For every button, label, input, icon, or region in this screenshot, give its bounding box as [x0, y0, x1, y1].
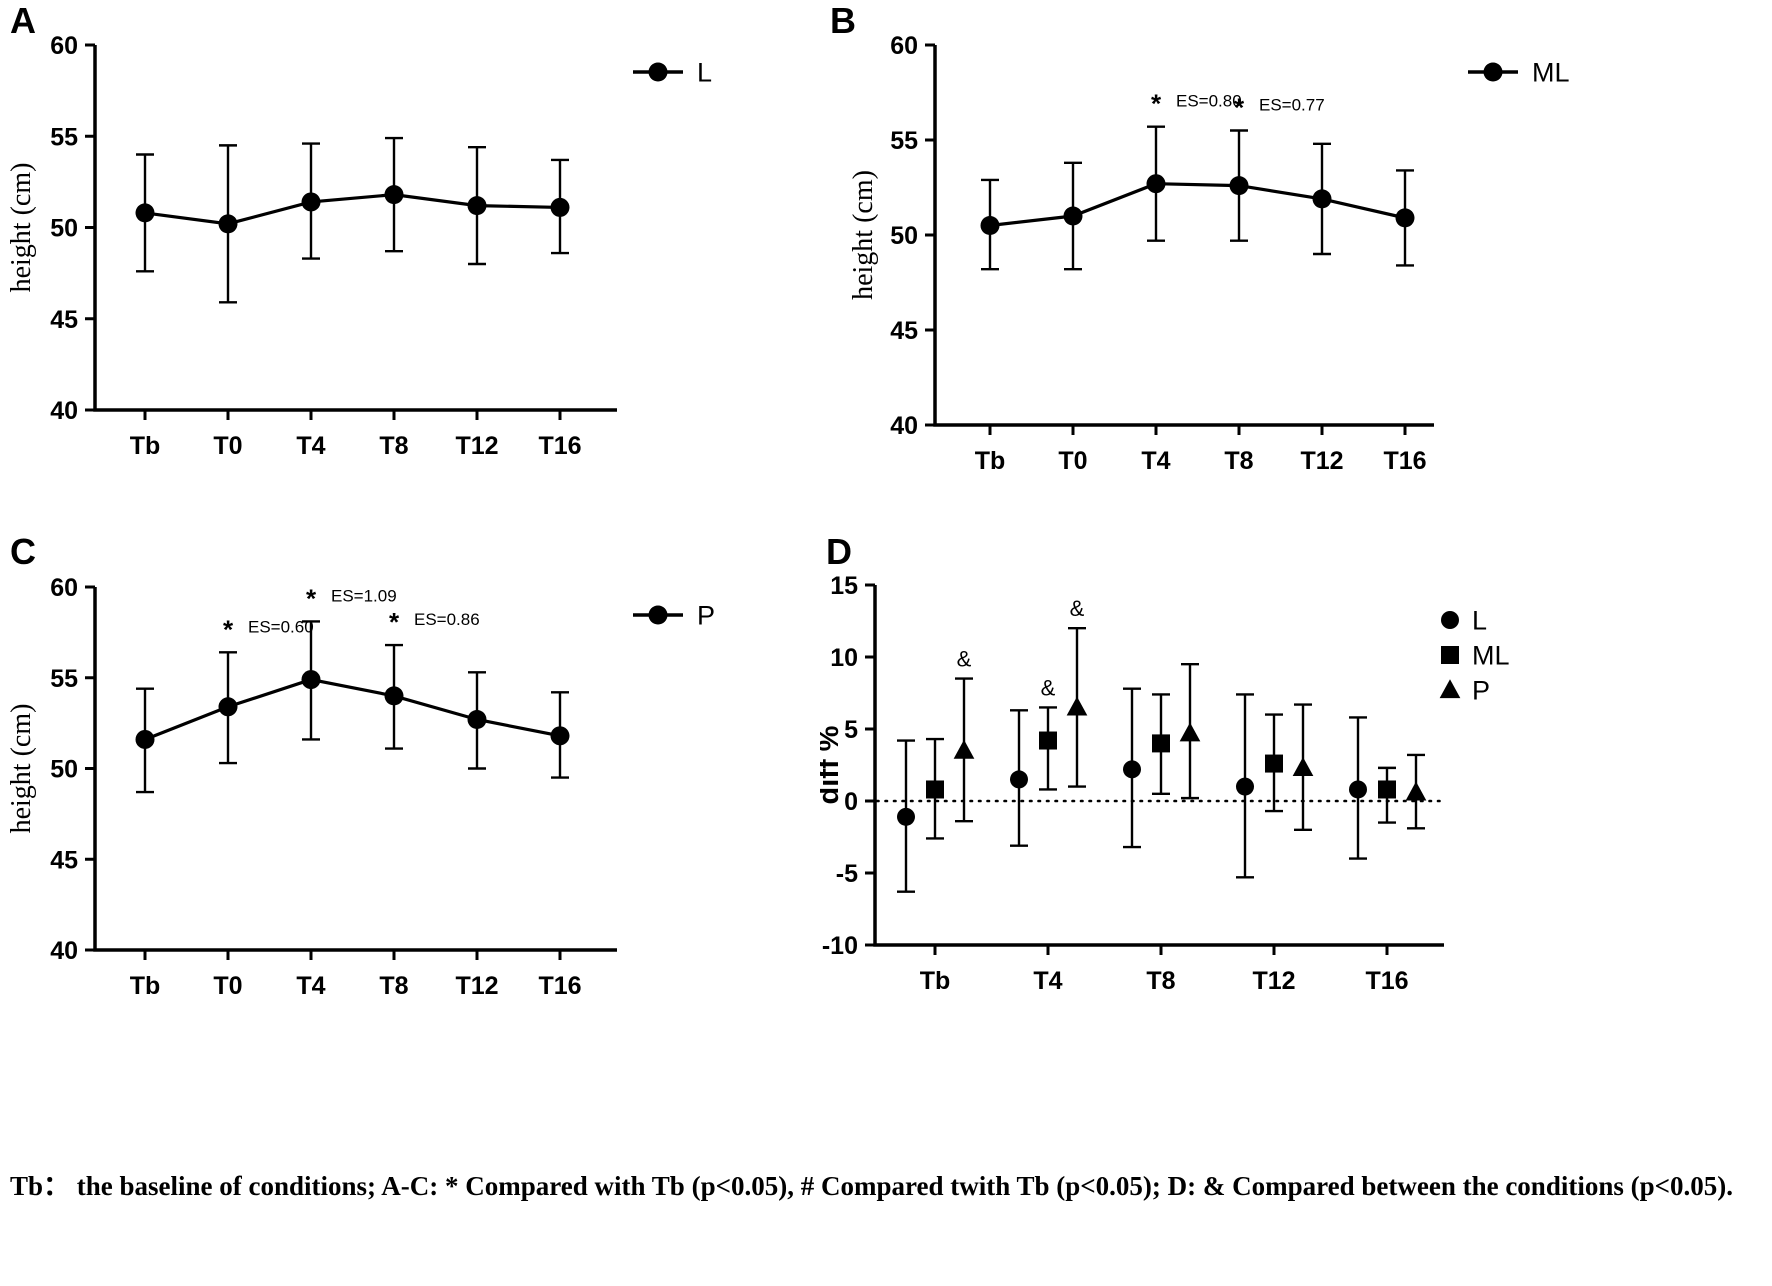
svg-text:45: 45 [50, 306, 78, 334]
svg-text:&: & [1041, 675, 1056, 700]
svg-text:*: * [1151, 89, 1162, 119]
svg-text:*: * [389, 607, 400, 637]
svg-text:15: 15 [830, 572, 858, 600]
svg-text:T8: T8 [379, 972, 408, 1000]
svg-text:P: P [1472, 676, 1490, 706]
svg-text:T16: T16 [538, 972, 581, 1000]
panel-d-label: D [826, 531, 852, 572]
svg-text:T8: T8 [379, 432, 408, 460]
svg-text:Tb: Tb [130, 432, 161, 460]
svg-text:40: 40 [890, 412, 918, 440]
svg-text:T16: T16 [1365, 967, 1408, 995]
svg-text:*: * [306, 583, 317, 613]
svg-text:Tb: Tb [975, 447, 1006, 475]
svg-text:&: & [957, 647, 972, 672]
svg-text:60: 60 [890, 32, 918, 60]
figure-caption: Tb： the baseline of conditions; A-C: * C… [10, 1171, 1733, 1201]
svg-text:ML: ML [1532, 58, 1570, 88]
svg-text:T4: T4 [296, 432, 325, 460]
svg-text:*: * [1234, 93, 1245, 123]
svg-text:ES=0.80: ES=0.80 [1176, 92, 1242, 111]
svg-text:ES=0.77: ES=0.77 [1259, 96, 1325, 115]
svg-text:T12: T12 [455, 972, 498, 1000]
svg-text:60: 60 [50, 574, 78, 602]
svg-text:55: 55 [50, 665, 78, 693]
svg-text:T0: T0 [213, 972, 242, 1000]
chart-d-scatter-plot: -10 -5 0 5 10 15 Tb T4 T8 T12 T16 diff % & & & L ML P [820, 572, 1510, 995]
svg-text:10: 10 [830, 644, 858, 672]
svg-text:ES=0.60: ES=0.60 [248, 617, 314, 636]
svg-text:T0: T0 [1058, 447, 1087, 475]
svg-text:L: L [1472, 606, 1487, 636]
svg-text:ES=1.09: ES=1.09 [331, 586, 397, 605]
svg-text:L: L [697, 58, 712, 88]
svg-text:T16: T16 [1383, 447, 1426, 475]
svg-text:T12: T12 [455, 432, 498, 460]
svg-text:Tb: Tb [920, 967, 951, 995]
svg-text:ES=0.86: ES=0.86 [414, 610, 480, 629]
svg-text:55: 55 [50, 123, 78, 151]
svg-text:&: & [1070, 596, 1085, 621]
svg-text:-5: -5 [836, 860, 858, 888]
svg-text:ML: ML [1472, 641, 1510, 671]
svg-text:height (cm): height (cm) [848, 170, 879, 300]
panel-c-label: C [10, 531, 36, 572]
svg-text:P: P [697, 601, 715, 631]
svg-text:40: 40 [50, 397, 78, 425]
chart-c-line-plot: 40 45 50 55 60 Tb T0 T4 T8 T12 T16 height (cm) * ES=0… [6, 574, 715, 1000]
svg-text:50: 50 [50, 756, 78, 784]
svg-text:T4: T4 [1033, 967, 1062, 995]
svg-text:55: 55 [890, 127, 918, 155]
chart-a-line-plot: 40 45 50 55 60 Tb T0 T4 T8 T12 T16 height (cm) L [6, 32, 712, 460]
svg-text:5: 5 [844, 716, 858, 744]
svg-text:40: 40 [50, 937, 78, 965]
panel-a-label: A [10, 0, 36, 41]
svg-text:height (cm): height (cm) [6, 704, 37, 834]
svg-text:T8: T8 [1224, 447, 1253, 475]
svg-text:-10: -10 [822, 932, 858, 960]
panel-b-label: B [830, 0, 856, 41]
svg-text:T4: T4 [1141, 447, 1170, 475]
svg-text:50: 50 [890, 222, 918, 250]
svg-text:45: 45 [890, 317, 918, 345]
svg-text:T0: T0 [213, 432, 242, 460]
svg-text:T4: T4 [296, 972, 325, 1000]
svg-text:0: 0 [844, 788, 858, 816]
svg-text:60: 60 [50, 32, 78, 60]
svg-text:T12: T12 [1252, 967, 1295, 995]
svg-text:Tb: Tb [130, 972, 161, 1000]
svg-text:T16: T16 [538, 432, 581, 460]
svg-text:diff %: diff % [820, 725, 845, 804]
panel-a: A 40 45 50 55 60 Tb T0 T4 T8 T12 T16 height (cm) L [0, 0, 790, 525]
svg-text:50: 50 [50, 215, 78, 243]
svg-text:T8: T8 [1146, 967, 1175, 995]
panel-b: B 40 45 50 55 60 Tb T0 T4 T8 T12 T16 height (cm) * ES… [820, 0, 1772, 525]
svg-text:*: * [223, 614, 234, 644]
svg-text:45: 45 [50, 846, 78, 874]
panel-c: C 40 45 50 55 60 Tb T0 T4 T8 T12 T16 height (cm) * ES… [0, 525, 790, 1070]
panel-d: D -10 -5 0 5 10 15 Tb T4 T8 T12 T16 diff % & & & L ML P [820, 525, 1772, 1070]
svg-text:T12: T12 [1300, 447, 1343, 475]
svg-text:height (cm): height (cm) [6, 163, 37, 293]
